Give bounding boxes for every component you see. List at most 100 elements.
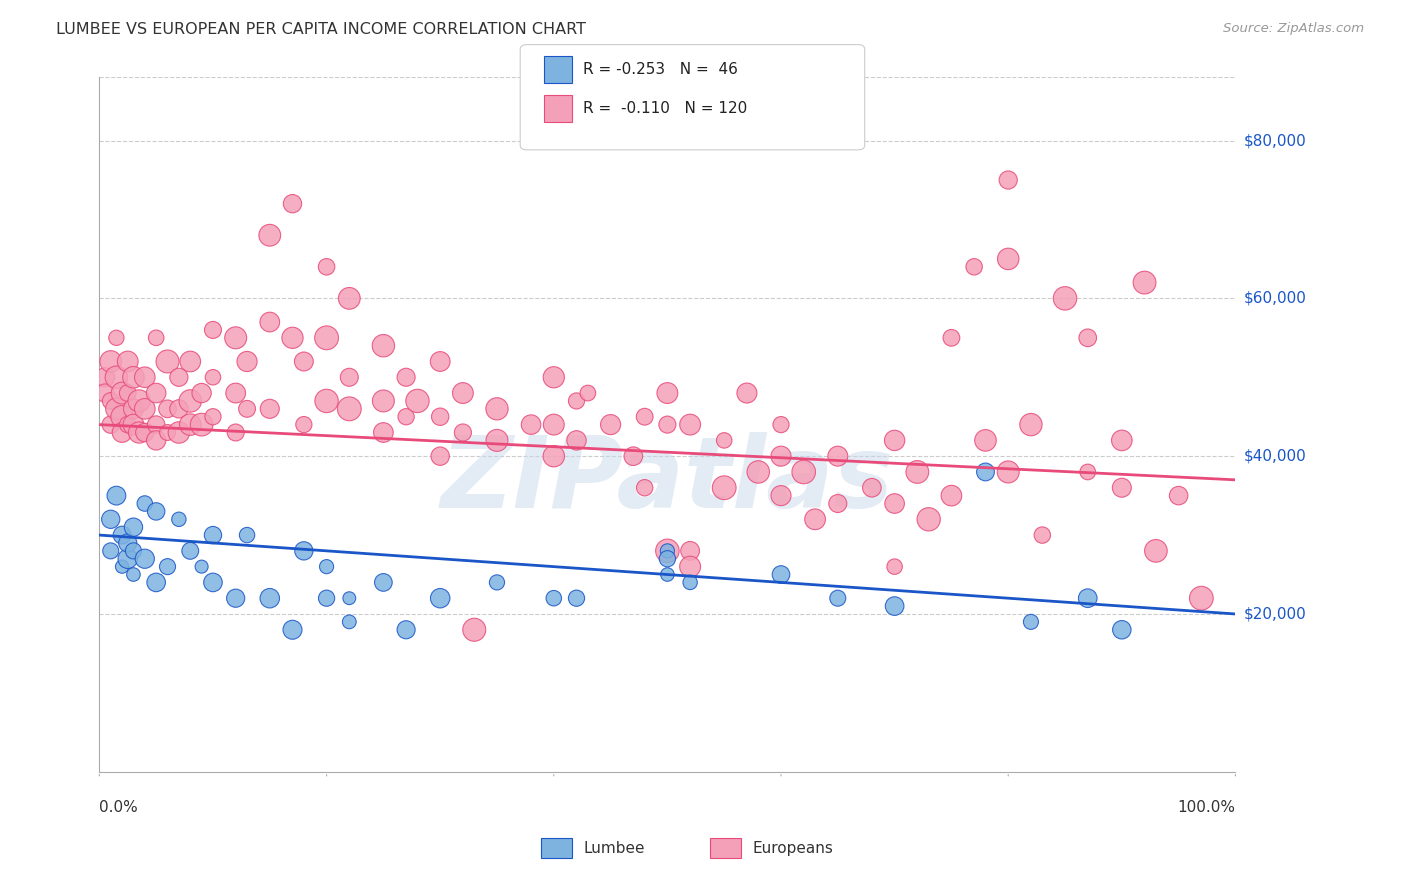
Point <box>657 417 679 432</box>
Point <box>122 544 145 558</box>
Point <box>769 417 792 432</box>
Point <box>337 370 360 384</box>
Point <box>1111 623 1133 637</box>
Point <box>105 331 128 345</box>
Point <box>997 465 1019 479</box>
Point <box>156 401 179 416</box>
Point <box>429 591 451 606</box>
Point <box>769 567 792 582</box>
Point <box>117 354 139 368</box>
Point <box>1167 489 1189 503</box>
Point <box>100 512 122 526</box>
Point <box>337 401 360 416</box>
Point <box>259 401 281 416</box>
Point <box>111 409 134 424</box>
Point <box>883 434 905 448</box>
Point <box>679 417 702 432</box>
Point <box>190 417 212 432</box>
Point <box>804 512 827 526</box>
Point <box>236 528 259 542</box>
Point <box>201 370 224 384</box>
Point <box>134 425 156 440</box>
Point <box>520 417 543 432</box>
Point <box>941 331 963 345</box>
Point <box>100 354 122 368</box>
Point <box>122 567 145 582</box>
Point <box>395 370 418 384</box>
Point <box>167 401 190 416</box>
Point <box>1111 481 1133 495</box>
Point <box>679 544 702 558</box>
Point <box>156 354 179 368</box>
Point <box>100 417 122 432</box>
Point <box>451 386 474 401</box>
Point <box>145 331 167 345</box>
Point <box>793 465 815 479</box>
Point <box>905 465 928 479</box>
Point <box>167 425 190 440</box>
Point <box>769 489 792 503</box>
Point <box>679 575 702 590</box>
Point <box>657 544 679 558</box>
Point <box>179 393 201 408</box>
Point <box>225 386 247 401</box>
Point <box>105 401 128 416</box>
Point <box>543 591 565 606</box>
Point <box>134 496 156 510</box>
Point <box>395 409 418 424</box>
Point <box>565 393 588 408</box>
Text: Source: ZipAtlas.com: Source: ZipAtlas.com <box>1223 22 1364 36</box>
Point <box>713 481 735 495</box>
Point <box>713 434 735 448</box>
Point <box>1031 528 1053 542</box>
Point <box>657 544 679 558</box>
Point <box>281 331 304 345</box>
Point <box>827 496 849 510</box>
Text: $40,000: $40,000 <box>1244 449 1306 464</box>
Point <box>485 401 508 416</box>
Point <box>94 370 117 384</box>
Point <box>827 591 849 606</box>
Point <box>236 401 259 416</box>
Point <box>883 559 905 574</box>
Point <box>463 623 485 637</box>
Point <box>997 173 1019 187</box>
Point <box>315 393 337 408</box>
Point <box>145 434 167 448</box>
Point <box>117 386 139 401</box>
Point <box>373 339 395 353</box>
Point <box>337 291 360 305</box>
Point <box>1077 465 1099 479</box>
Point <box>373 393 395 408</box>
Point <box>883 599 905 613</box>
Text: R = -0.253   N =  46: R = -0.253 N = 46 <box>583 62 738 77</box>
Point <box>201 409 224 424</box>
Point <box>190 386 212 401</box>
Text: R =  -0.110   N = 120: R = -0.110 N = 120 <box>583 102 748 116</box>
Point <box>128 425 150 440</box>
Point <box>100 544 122 558</box>
Point <box>259 591 281 606</box>
Point <box>1077 331 1099 345</box>
Text: Europeans: Europeans <box>752 841 834 855</box>
Text: $80,000: $80,000 <box>1244 133 1306 148</box>
Text: Lumbee: Lumbee <box>583 841 645 855</box>
Point <box>111 528 134 542</box>
Point <box>236 354 259 368</box>
Point <box>167 512 190 526</box>
Point <box>281 623 304 637</box>
Point <box>145 417 167 432</box>
Point <box>117 536 139 550</box>
Point <box>111 559 134 574</box>
Point <box>565 591 588 606</box>
Point <box>281 196 304 211</box>
Point <box>395 623 418 637</box>
Point <box>122 417 145 432</box>
Point <box>145 504 167 518</box>
Point <box>657 551 679 566</box>
Point <box>429 409 451 424</box>
Point <box>167 370 190 384</box>
Point <box>485 434 508 448</box>
Point <box>156 559 179 574</box>
Point <box>827 449 849 463</box>
